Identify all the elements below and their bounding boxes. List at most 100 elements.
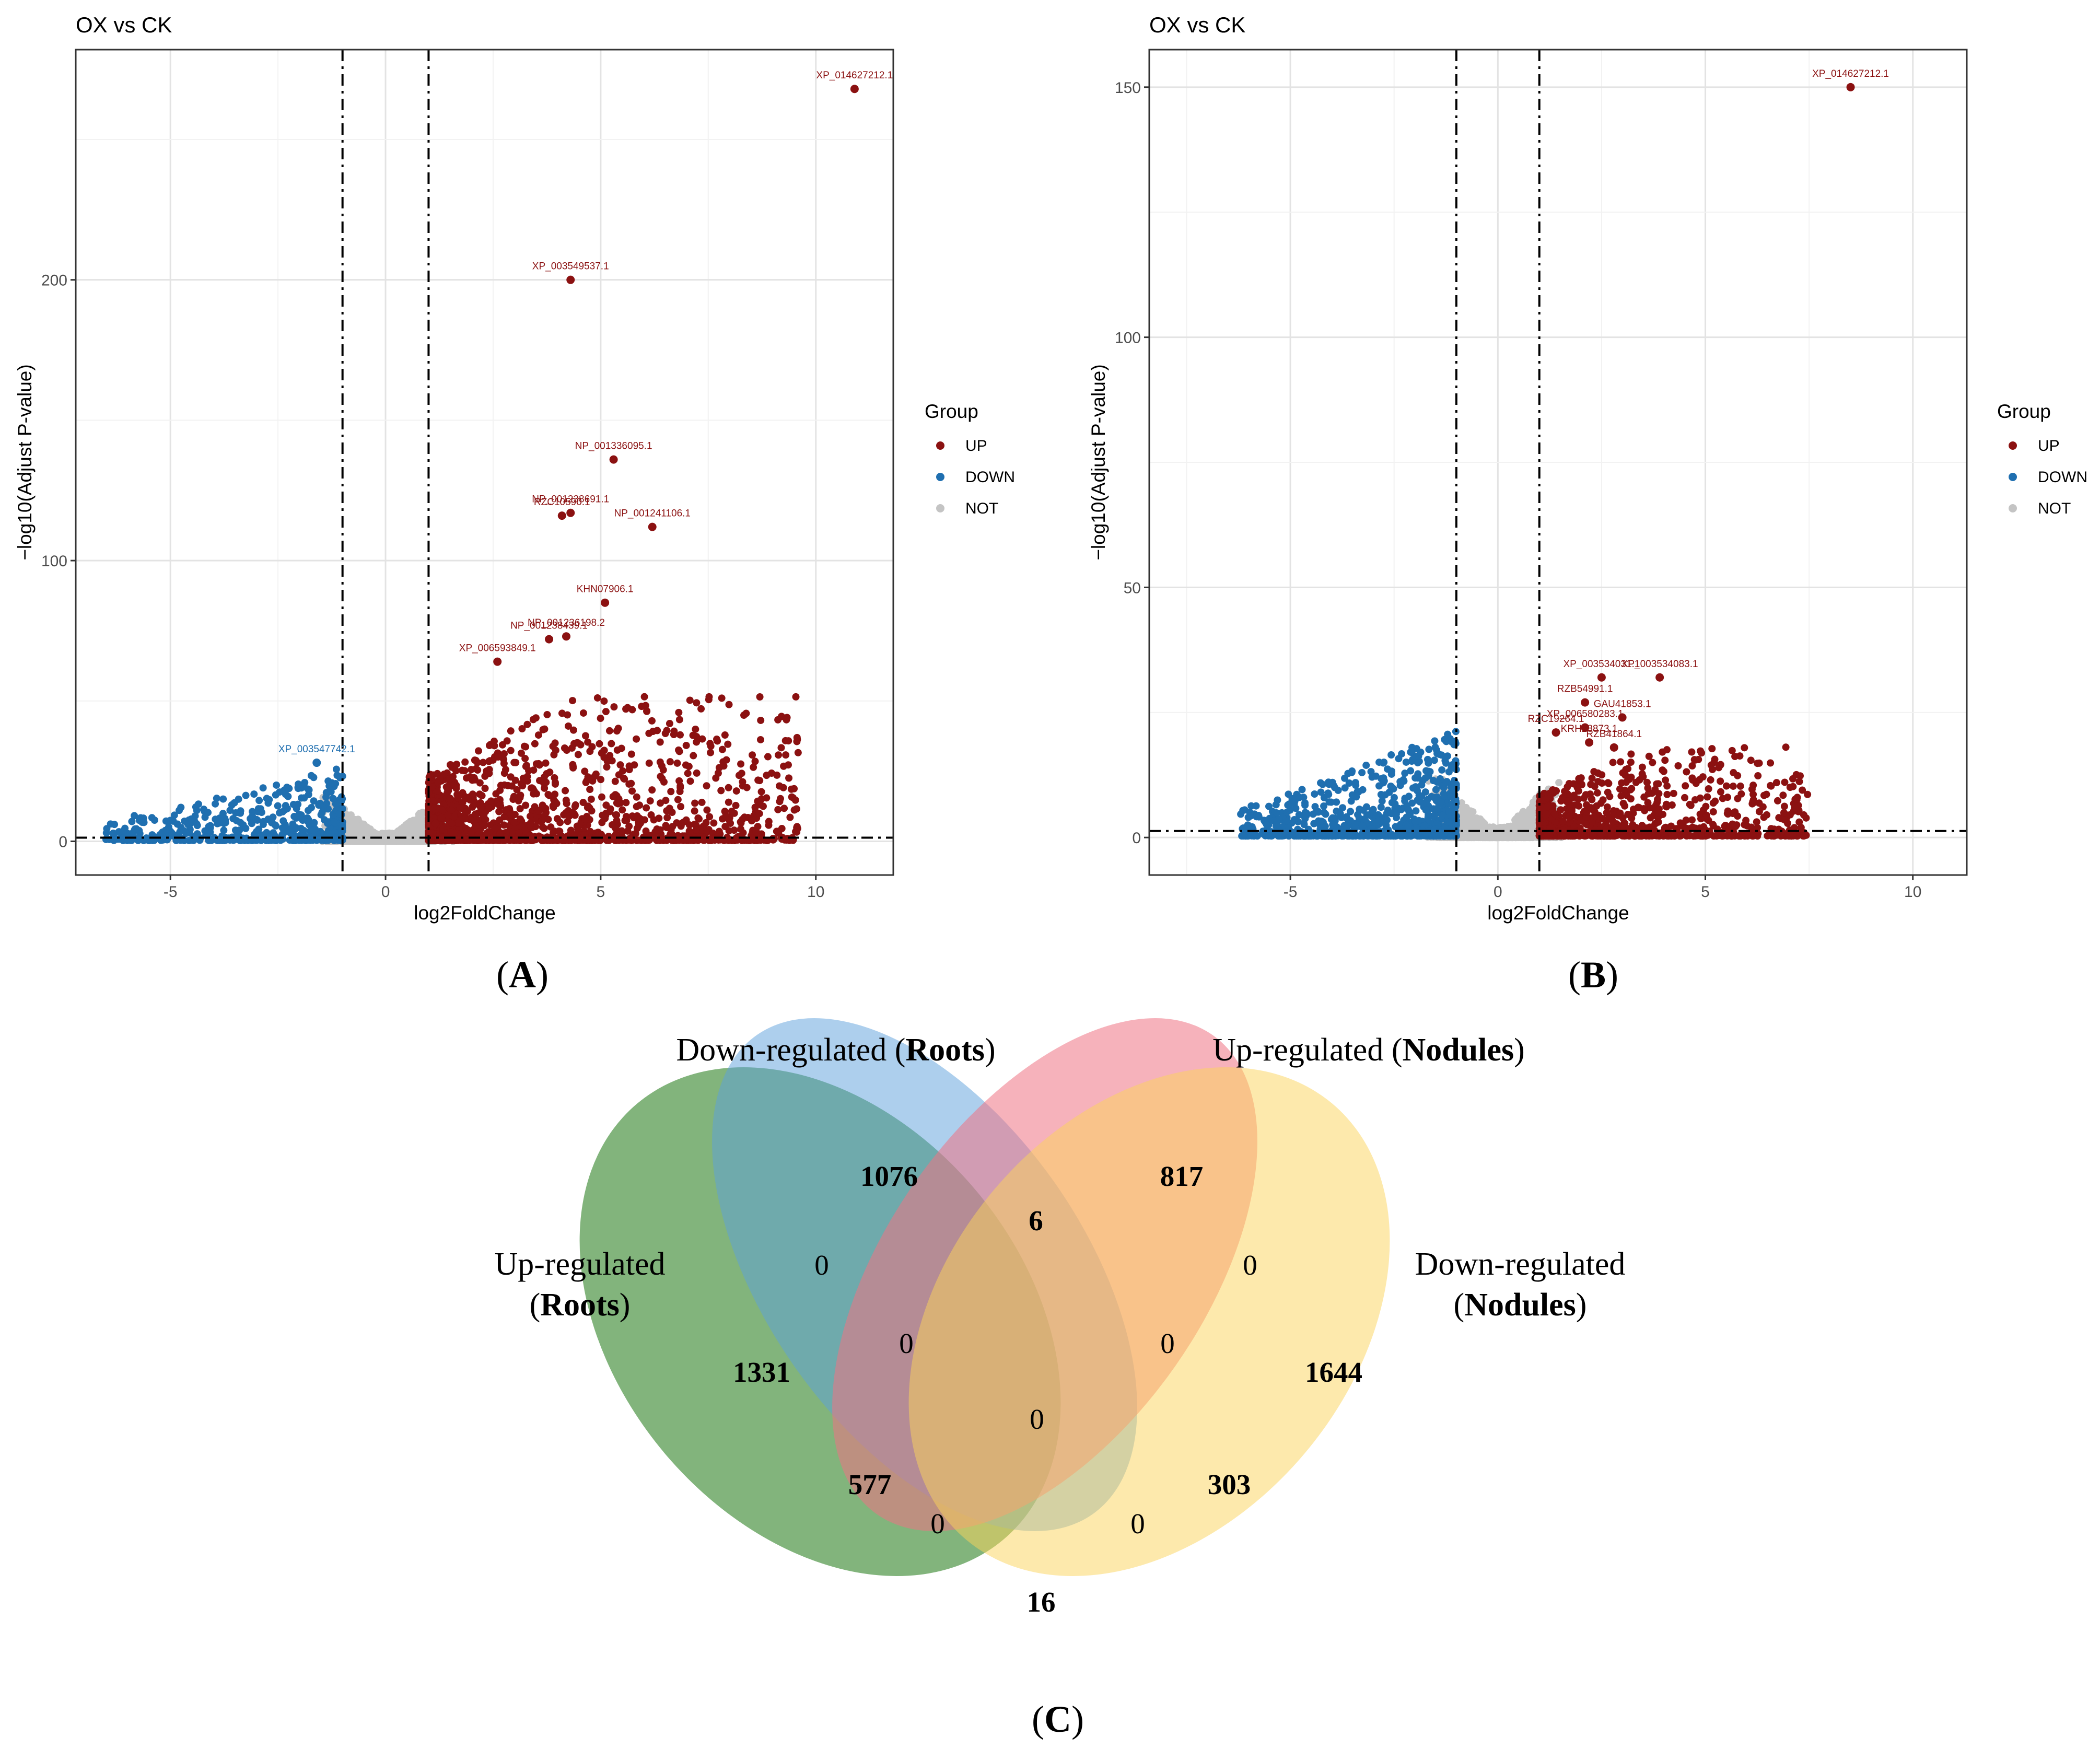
point-up (569, 726, 577, 734)
point-up (539, 823, 546, 831)
point-up (507, 727, 515, 735)
point-up (540, 779, 547, 787)
point-up (757, 788, 765, 796)
point-up (728, 808, 736, 815)
point-up (643, 707, 651, 715)
point-up (571, 802, 579, 810)
point-up (609, 792, 617, 800)
point-up (519, 782, 527, 790)
point-up (689, 731, 697, 739)
point-up (790, 806, 798, 814)
point-up (519, 774, 527, 782)
point-up (633, 824, 641, 832)
point-up (757, 716, 765, 724)
point-up (461, 758, 469, 766)
point-up (532, 760, 540, 768)
point-up (633, 812, 641, 820)
highlight-point (566, 275, 575, 284)
point-up (649, 728, 657, 736)
point-up (691, 821, 698, 829)
point-not (415, 811, 423, 819)
point-up (597, 776, 605, 784)
point-up (455, 791, 463, 799)
point-down (298, 794, 306, 802)
point-up (608, 740, 615, 748)
point-up (547, 823, 555, 831)
point-down (213, 795, 220, 802)
point-down (1252, 802, 1260, 810)
point-down (181, 817, 189, 825)
point-down (307, 836, 314, 844)
point-up (476, 779, 484, 787)
point-up (613, 746, 621, 754)
point-up (610, 703, 618, 711)
point-down (284, 792, 292, 800)
point-up (507, 810, 515, 818)
point-down (237, 836, 245, 844)
point-down (193, 807, 201, 814)
point-not (414, 837, 422, 845)
y-tick-label: 200 (41, 272, 67, 289)
scatter-points-b (1237, 728, 1812, 842)
point-down (330, 818, 337, 826)
point-up (674, 796, 682, 803)
point-down (273, 781, 281, 789)
highlight-point (601, 598, 610, 607)
point-down (290, 833, 298, 841)
point-down (1337, 813, 1345, 821)
point-up (550, 796, 558, 804)
point-up (517, 749, 525, 757)
point-not (399, 830, 406, 838)
point-up (763, 772, 771, 779)
legend-label-down-a: DOWN (965, 469, 1015, 486)
point-not (1529, 813, 1537, 821)
point-down (111, 821, 119, 829)
point-down (250, 790, 258, 798)
highlight-label: XP_003547742.1 (278, 744, 355, 755)
point-up (759, 802, 767, 810)
point-down (219, 795, 227, 803)
point-up (491, 742, 498, 750)
point-down (282, 802, 289, 810)
point-up (725, 798, 732, 806)
point-up (551, 790, 559, 798)
point-up (529, 716, 537, 724)
point-up (648, 786, 656, 794)
point-up (479, 759, 487, 766)
point-up (703, 806, 711, 814)
point-down (339, 795, 346, 803)
point-up (705, 696, 713, 704)
point-up (625, 766, 633, 774)
point-not (1464, 811, 1472, 819)
point-up (474, 747, 482, 755)
point-up (692, 725, 699, 733)
point-down (296, 811, 304, 819)
point-up (459, 799, 466, 807)
point-down (220, 826, 228, 834)
highlight-point (545, 635, 554, 644)
point-down (300, 783, 308, 791)
point-down (119, 827, 127, 835)
highlight-label: NP_001241106.1 (614, 508, 691, 519)
point-not (396, 837, 404, 845)
x-tick-label: 10 (807, 883, 824, 901)
point-up (544, 790, 552, 798)
point-down (242, 824, 250, 832)
highlight-label: NP_001336095.1 (575, 441, 652, 452)
point-down (255, 825, 263, 833)
point-up (655, 814, 663, 822)
point-up (569, 763, 577, 771)
point-up (718, 745, 726, 753)
point-up (543, 710, 551, 718)
point-up (780, 804, 788, 812)
point-up (556, 827, 564, 835)
point-up (535, 807, 543, 815)
point-not (1508, 833, 1516, 841)
volcano-plot-b: OX vs CK XP_014627212.1XP_003534031.1XP_… (1088, 13, 2087, 996)
y-tick-label: 100 (41, 553, 67, 570)
point-up (685, 763, 693, 771)
point-up (669, 823, 676, 831)
point-up (606, 808, 614, 815)
point-up (456, 804, 464, 812)
